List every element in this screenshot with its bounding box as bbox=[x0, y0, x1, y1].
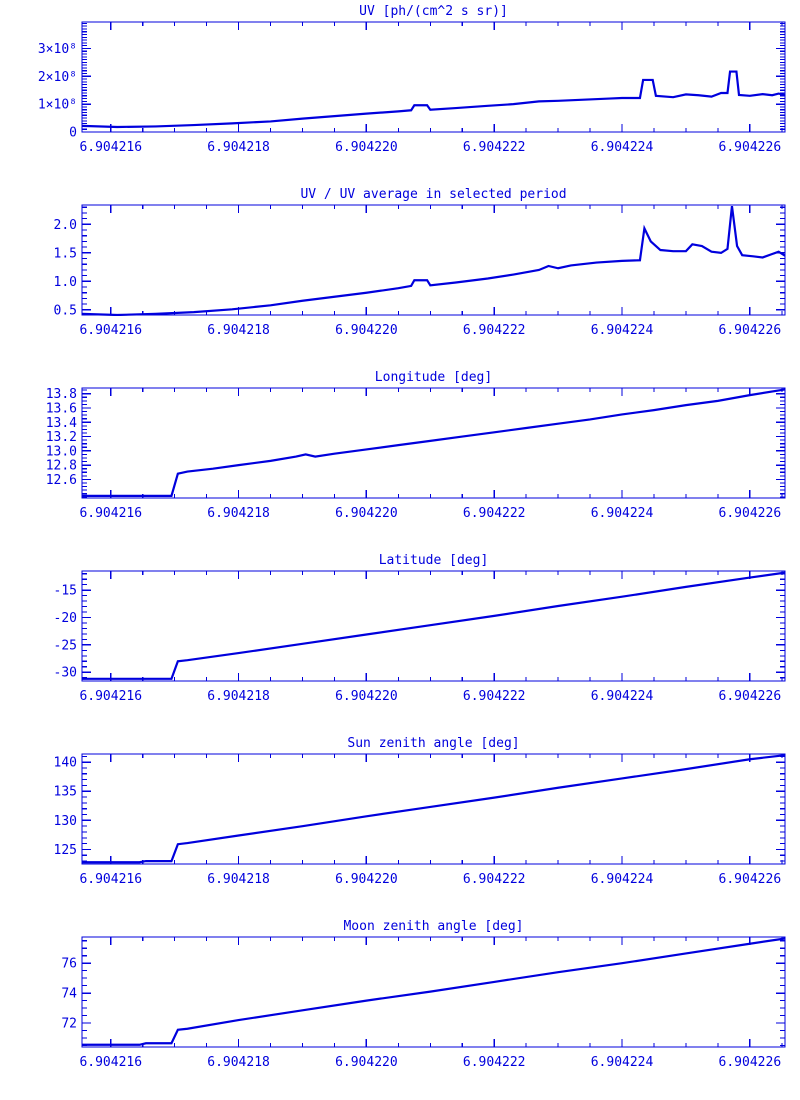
y-tick-label: -15 bbox=[54, 584, 77, 599]
x-tick-label: 6.904218 bbox=[207, 1055, 270, 1070]
chart-canvas: Moon zenith angle [deg] 6.904216 6.904218 6… bbox=[61, 919, 786, 1070]
x-tick-label: 6.904224 bbox=[591, 506, 654, 521]
x-tick-label: 6.904226 bbox=[719, 689, 782, 704]
x-tick-label: 6.904222 bbox=[463, 689, 526, 704]
plot-frame bbox=[81, 204, 786, 316]
y-tick-label: 130 bbox=[54, 814, 77, 829]
x-tick-label: 6.904224 bbox=[591, 140, 654, 155]
chart-canvas: UV / UV average in selected period 6.9042… bbox=[54, 187, 786, 338]
data-line bbox=[82, 754, 786, 864]
y-tick-label: 125 bbox=[54, 843, 77, 858]
y-tick-label: 74 bbox=[61, 987, 77, 1002]
chart-title: Longitude [deg] bbox=[375, 370, 492, 385]
y-tick-label: 140 bbox=[54, 756, 77, 771]
data-line bbox=[82, 388, 786, 497]
y-tick-label: 13.0 bbox=[46, 444, 77, 459]
panel-sun-zenith: Sun zenith angle [deg] 6.904216 6.904218 6.… bbox=[0, 732, 800, 915]
y-tick-label: 2×10⁸ bbox=[38, 70, 77, 85]
y-tick-label: 13.4 bbox=[46, 416, 77, 431]
data-line bbox=[82, 937, 786, 1046]
panel-latitude: Latitude [deg] 6.904216 6.904218 6.904220 6.… bbox=[0, 549, 800, 732]
x-tick-label: 6.904220 bbox=[335, 323, 398, 338]
y-tick-label: -25 bbox=[54, 638, 77, 653]
x-tick-label: 6.904226 bbox=[719, 1055, 782, 1070]
panel-moon-zenith: Moon zenith angle [deg] 6.904216 6.904218 6… bbox=[0, 915, 800, 1098]
panel-longitude: Longitude [deg] 6.904216 6.904218 6.904220 6… bbox=[0, 366, 800, 549]
panel-uv: UV [ph/(cm^2 s sr)] 6.904216 6.904218 6.904… bbox=[0, 0, 800, 183]
y-tick-label: 13.8 bbox=[46, 387, 77, 402]
y-tick-label: 1×10⁸ bbox=[38, 98, 77, 113]
x-tick-label: 6.904216 bbox=[79, 689, 142, 704]
x-tick-label: 6.904216 bbox=[79, 140, 142, 155]
chart-title: Sun zenith angle [deg] bbox=[347, 736, 519, 751]
y-tick-label: 0.5 bbox=[54, 303, 77, 318]
x-tick-label: 6.904222 bbox=[463, 140, 526, 155]
chart-title: UV [ph/(cm^2 s sr)] bbox=[359, 4, 508, 19]
y-tick-label: 0 bbox=[69, 126, 77, 141]
plot-frame bbox=[81, 936, 786, 1048]
x-tick-label: 6.904216 bbox=[79, 323, 142, 338]
y-tick-label: 2.0 bbox=[54, 218, 77, 233]
x-tick-label: 6.904222 bbox=[463, 323, 526, 338]
y-tick-label: -30 bbox=[54, 666, 77, 681]
x-tick-label: 6.904220 bbox=[335, 872, 398, 887]
x-tick-label: 6.904222 bbox=[463, 506, 526, 521]
x-tick-label: 6.904220 bbox=[335, 1055, 398, 1070]
x-tick-label: 6.904216 bbox=[79, 506, 142, 521]
chart-canvas: Longitude [deg] 6.904216 6.904218 6.904220 6… bbox=[46, 370, 786, 521]
y-tick-label: -20 bbox=[54, 611, 77, 626]
chart-canvas: Sun zenith angle [deg] 6.904216 6.904218 6.… bbox=[54, 736, 786, 887]
y-tick-label: 1.0 bbox=[54, 275, 77, 290]
x-tick-label: 6.904226 bbox=[719, 872, 782, 887]
data-line bbox=[81, 206, 786, 316]
chart-canvas: Latitude [deg] 6.904216 6.904218 6.904220 6.… bbox=[54, 553, 786, 704]
y-tick-label: 3×10⁸ bbox=[38, 42, 77, 57]
x-tick-label: 6.904220 bbox=[335, 506, 398, 521]
x-tick-label: 6.904224 bbox=[591, 689, 654, 704]
y-tick-label: 135 bbox=[54, 785, 77, 800]
x-tick-label: 6.904220 bbox=[335, 140, 398, 155]
x-tick-label: 6.904222 bbox=[463, 1055, 526, 1070]
x-tick-label: 6.904216 bbox=[79, 1055, 142, 1070]
x-tick-label: 6.904226 bbox=[719, 323, 782, 338]
chart-title: UV / UV average in selected period bbox=[300, 187, 566, 202]
plot-frame bbox=[81, 387, 786, 499]
x-tick-label: 6.904224 bbox=[591, 872, 654, 887]
data-line bbox=[81, 70, 786, 129]
chart-title: Moon zenith angle [deg] bbox=[343, 919, 523, 934]
x-tick-label: 6.904218 bbox=[207, 323, 270, 338]
x-tick-label: 6.904224 bbox=[591, 323, 654, 338]
y-tick-label: 72 bbox=[61, 1017, 77, 1032]
y-tick-label: 12.6 bbox=[46, 473, 77, 488]
y-tick-label: 76 bbox=[61, 957, 77, 972]
plot-frame bbox=[81, 753, 786, 865]
y-tick-label: 13.2 bbox=[46, 430, 77, 445]
x-tick-label: 6.904218 bbox=[207, 872, 270, 887]
data-line bbox=[82, 571, 786, 680]
y-tick-label: 12.8 bbox=[46, 459, 77, 474]
x-tick-label: 6.904218 bbox=[207, 140, 270, 155]
y-tick-label: 1.5 bbox=[54, 246, 77, 261]
panel-uv-ratio: UV / UV average in selected period 6.9042… bbox=[0, 183, 800, 366]
x-tick-label: 6.904216 bbox=[79, 872, 142, 887]
x-tick-label: 6.904220 bbox=[335, 689, 398, 704]
chart-title: Latitude [deg] bbox=[379, 553, 489, 568]
plot-frame bbox=[81, 570, 786, 682]
x-tick-label: 6.904226 bbox=[719, 140, 782, 155]
x-tick-label: 6.904218 bbox=[207, 689, 270, 704]
x-tick-label: 6.904224 bbox=[591, 1055, 654, 1070]
x-tick-label: 6.904218 bbox=[207, 506, 270, 521]
plot-frame bbox=[81, 21, 786, 133]
chart-canvas: UV [ph/(cm^2 s sr)] 6.904216 6.904218 6.904… bbox=[38, 4, 786, 155]
x-tick-label: 6.904222 bbox=[463, 872, 526, 887]
x-tick-label: 6.904226 bbox=[719, 506, 782, 521]
y-tick-label: 13.6 bbox=[46, 402, 77, 417]
